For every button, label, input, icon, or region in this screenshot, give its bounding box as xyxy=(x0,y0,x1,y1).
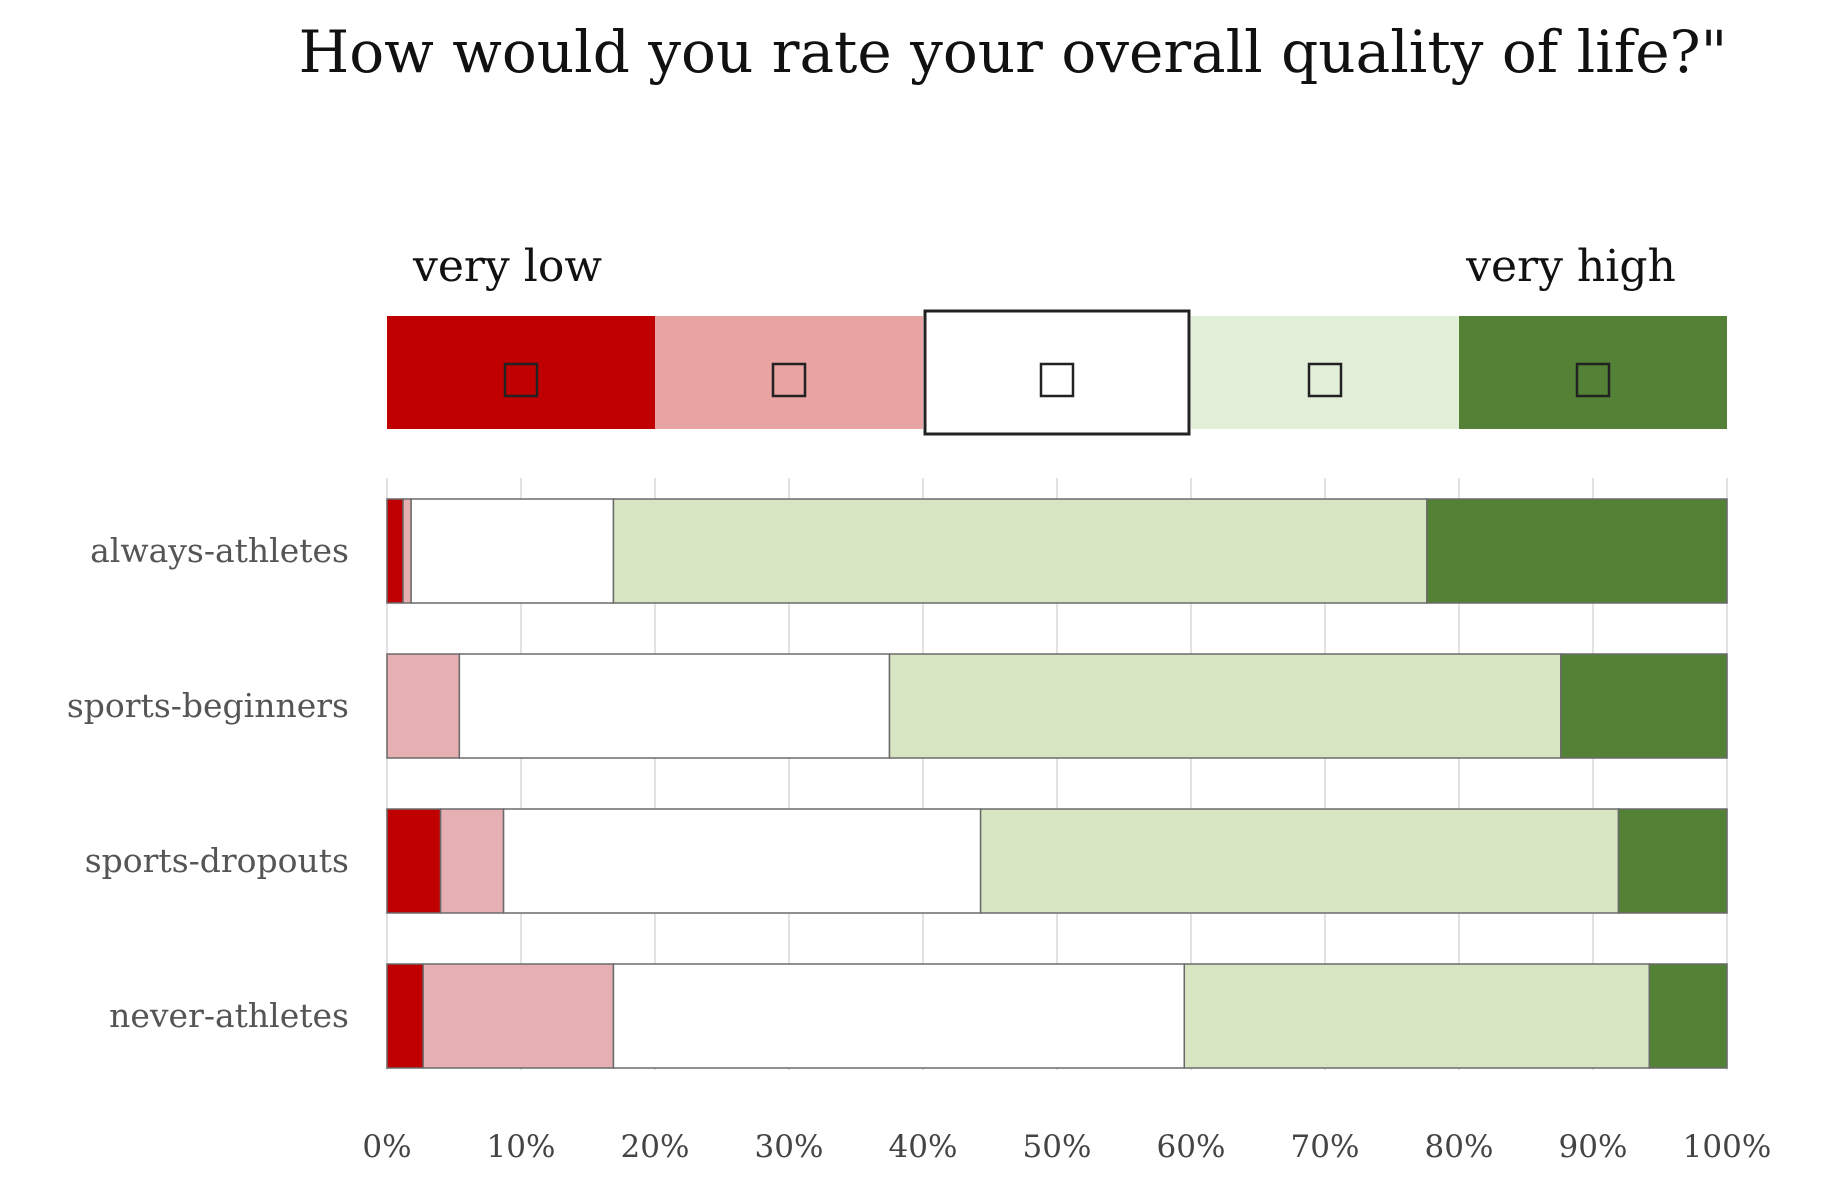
bar-always-athletes-very_low xyxy=(386,498,404,604)
x-tick-label: 0% xyxy=(362,1129,411,1165)
x-tick-label: 10% xyxy=(487,1129,556,1165)
bar-always-athletes-neutral xyxy=(410,498,615,604)
x-tick-label: 80% xyxy=(1425,1129,1494,1165)
bar-never-athletes-very_high xyxy=(1648,963,1728,1069)
legend xyxy=(387,309,1727,436)
legend-checkbox-very_low xyxy=(503,362,539,398)
legend-swatch-neutral xyxy=(923,309,1191,436)
bar-never-athletes-neutral xyxy=(612,963,1186,1069)
bar-always-athletes-very_high xyxy=(1426,498,1728,604)
category-label: always-athletes xyxy=(90,531,349,570)
category-label: sports-dropouts xyxy=(85,841,349,880)
category-labels: always-athletes sports-beginners sports-dr… xyxy=(67,531,349,1035)
bar-sports-dropouts-very_high xyxy=(1617,808,1728,914)
bar-never-athletes-low xyxy=(422,963,615,1069)
legend-swatch-very_high xyxy=(1459,316,1727,429)
legend-swatch-high xyxy=(1191,316,1459,429)
x-tick-label: 60% xyxy=(1157,1129,1226,1165)
x-tick-labels: 0% 10% 20% 30% 40% 50% 60% 70% 80% 90% 100% xyxy=(362,1129,1771,1165)
chart-title: How would you rate your overall quality … xyxy=(299,18,1728,86)
category-label: sports-beginners xyxy=(67,686,349,725)
bar-sports-beginners-very_high xyxy=(1560,653,1728,759)
x-tick-label: 90% xyxy=(1559,1129,1628,1165)
bars xyxy=(386,498,1728,1069)
legend-right-label: very high xyxy=(1465,241,1676,292)
legend-swatch-very_low xyxy=(387,316,655,429)
x-tick-label: 100% xyxy=(1683,1129,1772,1165)
legend-checkbox-low xyxy=(771,362,807,398)
bar-sports-dropouts-very_low xyxy=(386,808,442,914)
legend-checkbox-very_high xyxy=(1575,362,1611,398)
legend-left-label: very low xyxy=(412,241,602,292)
category-label: never-athletes xyxy=(109,996,349,1035)
x-tick-label: 30% xyxy=(755,1129,824,1165)
x-tick-label: 20% xyxy=(621,1129,690,1165)
bar-sports-beginners-high xyxy=(888,653,1562,759)
legend-checkbox-high xyxy=(1307,362,1343,398)
x-tick-label: 50% xyxy=(1023,1129,1092,1165)
bar-sports-dropouts-high xyxy=(979,808,1620,914)
bar-always-athletes-high xyxy=(612,498,1428,604)
bar-never-athletes-high xyxy=(1183,963,1651,1069)
bar-sports-beginners-neutral xyxy=(458,653,891,759)
bar-sports-dropouts-low xyxy=(439,808,505,914)
bar-always-athletes-low xyxy=(402,498,412,604)
bar-never-athletes-very_low xyxy=(386,963,424,1069)
legend-checkbox-neutral xyxy=(1039,362,1075,398)
x-tick-label: 40% xyxy=(889,1129,958,1165)
x-tick-label: 70% xyxy=(1291,1129,1360,1165)
bar-sports-beginners-low xyxy=(386,653,461,759)
bar-sports-dropouts-neutral xyxy=(502,808,982,914)
legend-swatch-low xyxy=(655,316,923,429)
